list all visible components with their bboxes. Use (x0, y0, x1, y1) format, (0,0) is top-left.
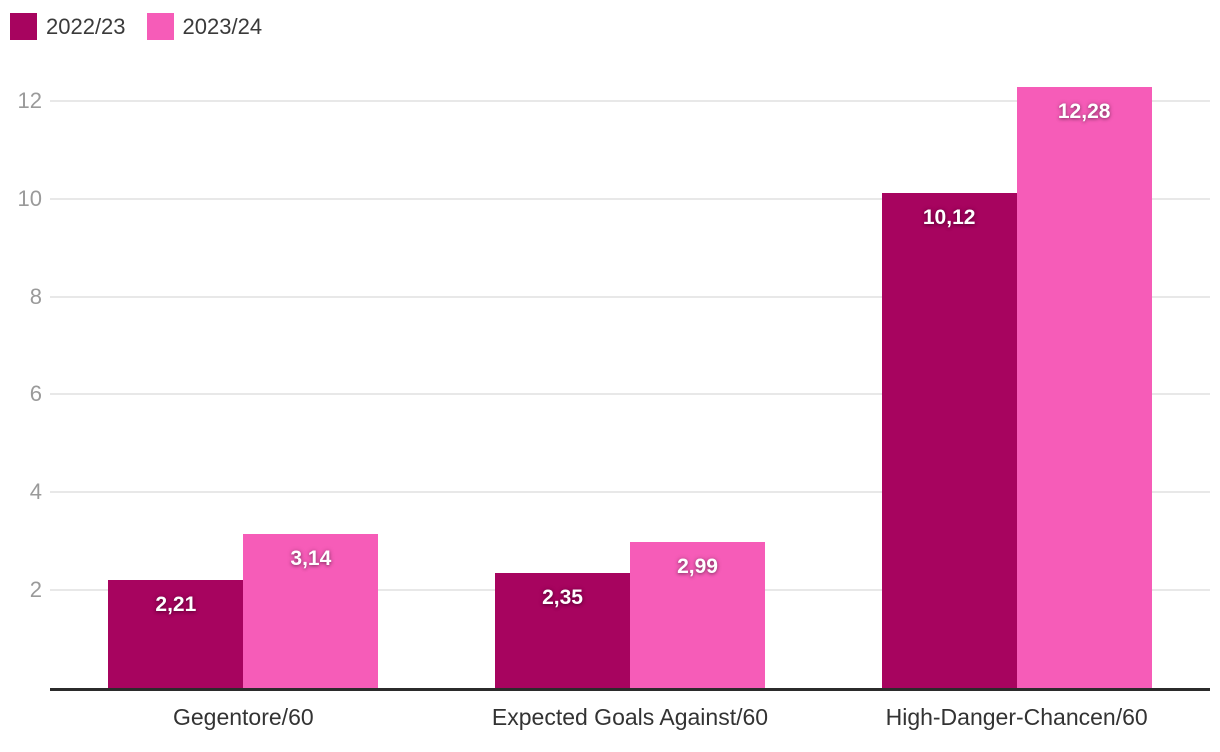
legend-label: 2023/24 (182, 14, 263, 39)
bar[interactable]: 2,99 (630, 541, 765, 688)
y-axis-tick-label: 2 (29, 577, 42, 603)
gridline (50, 197, 1210, 200)
gridline (50, 99, 1210, 102)
bar-value-label: 12,28 (1057, 100, 1111, 124)
bar-value-label: 3,14 (290, 547, 332, 571)
legend-label: 2022/23 (46, 14, 126, 39)
y-axis-tick-label: 8 (29, 283, 42, 309)
y-axis-tick-label: 4 (29, 479, 42, 505)
bar[interactable]: 2,21 (108, 579, 244, 688)
bar-value-label: 10,12 (922, 205, 976, 229)
legend-swatch-icon (146, 13, 174, 40)
bar[interactable]: 12,28 (1016, 87, 1152, 688)
x-axis-category-label: High-Danger-Chancen/60 (885, 704, 1148, 730)
bar[interactable]: 2,35 (495, 573, 630, 688)
x-axis-category-label: Gegentore/60 (172, 704, 314, 730)
bar-value-label: 2,35 (542, 586, 583, 610)
gridline (50, 295, 1210, 298)
legend-swatch-icon (10, 13, 37, 40)
bar-value-label: 2,21 (155, 592, 197, 616)
gridline (50, 393, 1210, 396)
gridline (50, 491, 1210, 494)
bar-value-label: 2,99 (677, 554, 718, 578)
x-axis-baseline (50, 688, 1210, 691)
chart-legend: 2022/23 2023/24 (10, 13, 262, 40)
legend-item[interactable]: 2022/23 (10, 13, 126, 40)
plot-area: 2,21 3,14 2,35 2,99 10,12 12,28 (50, 0, 1210, 691)
x-axis-category-label: Expected Goals Against/60 (491, 704, 769, 730)
y-axis-tick-label: 6 (29, 381, 42, 407)
bar[interactable]: 3,14 (243, 534, 379, 688)
legend-item[interactable]: 2023/24 (146, 13, 263, 40)
y-axis-tick-label: 10 (17, 185, 42, 211)
bar[interactable]: 10,12 (881, 192, 1017, 688)
y-axis-tick-label: 12 (17, 87, 42, 113)
